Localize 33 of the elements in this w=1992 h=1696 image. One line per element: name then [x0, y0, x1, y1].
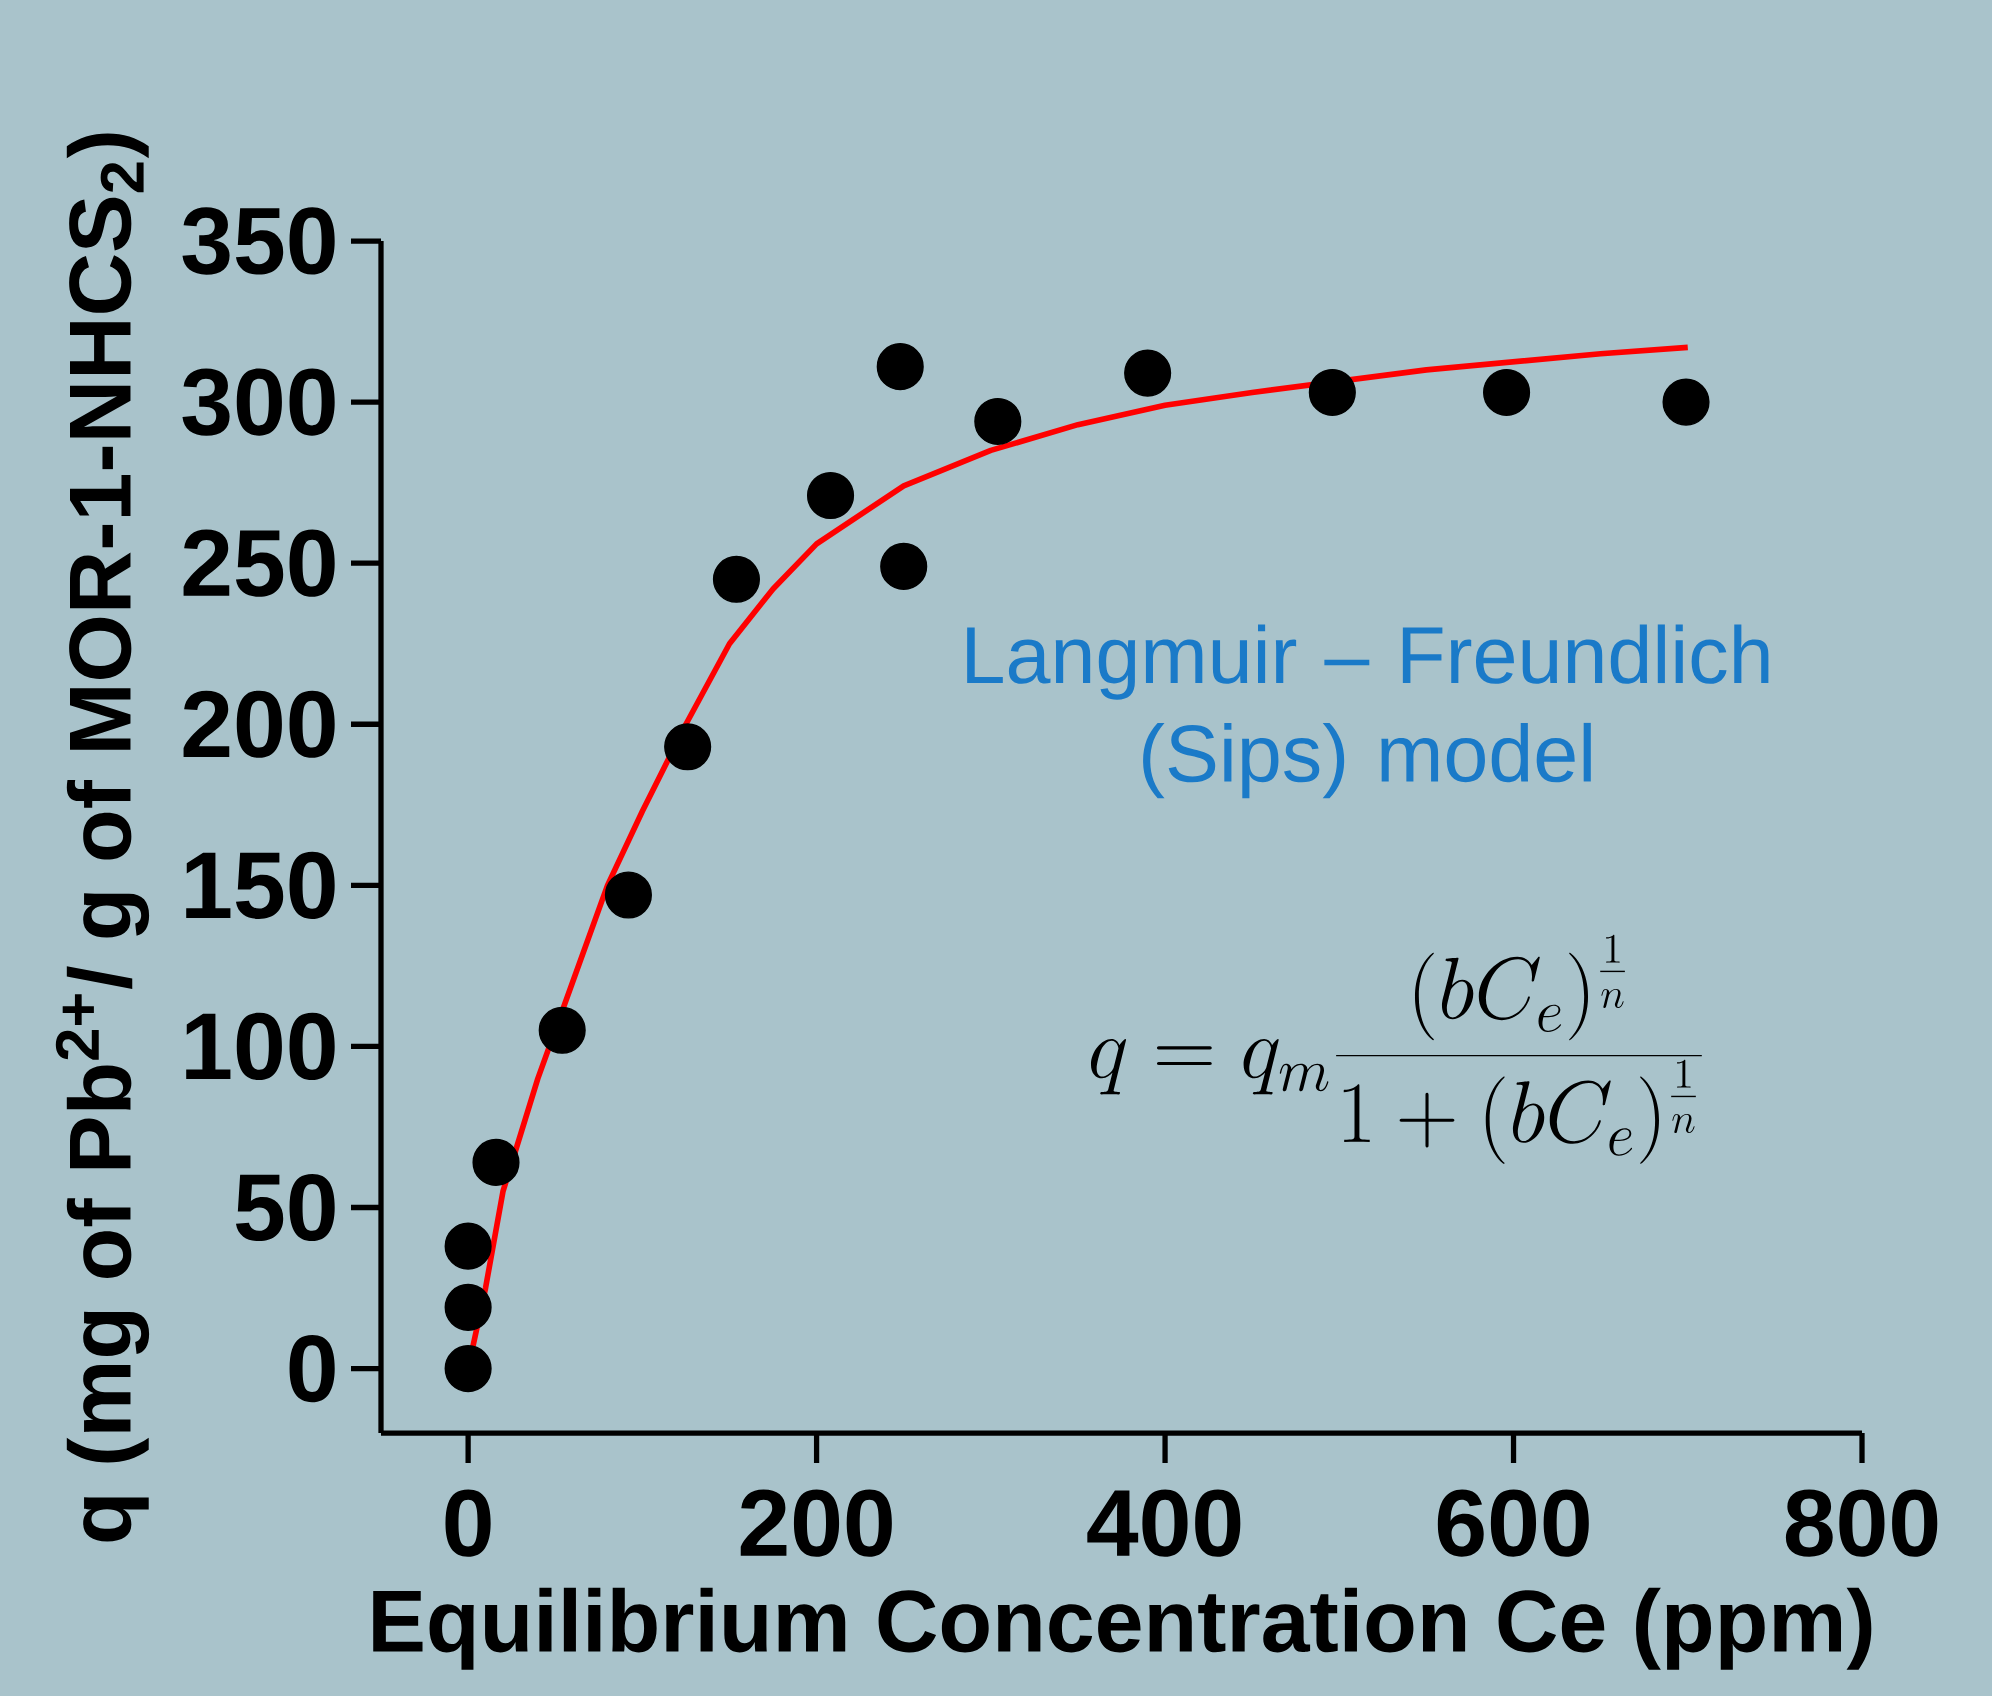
point: [444, 1345, 492, 1393]
point: [604, 871, 652, 919]
point: [1124, 349, 1172, 397]
point: [1483, 368, 1531, 416]
y-axis-title: q (mg of Pb$^{2+}$/ g of MOR-1-NHCS$_{2}$): [55, 133, 150, 1542]
y-tick-label: 100: [186, 1012, 335, 1081]
point: [444, 1222, 492, 1270]
y-tick-label: 350: [182, 207, 335, 275]
point: [1662, 378, 1710, 426]
point: [472, 1138, 520, 1186]
y-tick-label: 200: [183, 690, 335, 758]
y-tick-label: 50: [235, 1173, 335, 1242]
point: [444, 1283, 492, 1331]
point: [876, 343, 924, 391]
x-tick-label: 600: [1437, 1489, 1589, 1557]
x-axis-title: Equilibrium Concentration Ce (ppm): [373, 1587, 1872, 1670]
point: [974, 397, 1022, 445]
y-tick-label: 250: [183, 529, 335, 597]
x-tick-label: 400: [1087, 1489, 1241, 1557]
point: [880, 542, 928, 590]
point: [1308, 368, 1356, 416]
annotation: Langmuir – Freundlich (Sips) model: [967, 624, 1769, 799]
annotation: $q = q_{m}\frac{(bC_{e})^{\frac{1}{n}}}{1+(bC_{e})^{\frac{1}{n}}}$: [1090, 934, 1702, 1164]
y-tick-label: 150: [186, 851, 335, 919]
y-tick-label: 0: [289, 1335, 335, 1403]
y-tick-label: 300: [182, 368, 335, 436]
x-tick-label: 800: [1785, 1489, 1938, 1557]
point: [806, 471, 855, 520]
x-tick-label: 200: [740, 1489, 892, 1557]
point: [538, 1006, 586, 1054]
point: [664, 723, 712, 771]
point: [712, 555, 760, 603]
x-tick-label: 0: [445, 1489, 491, 1557]
